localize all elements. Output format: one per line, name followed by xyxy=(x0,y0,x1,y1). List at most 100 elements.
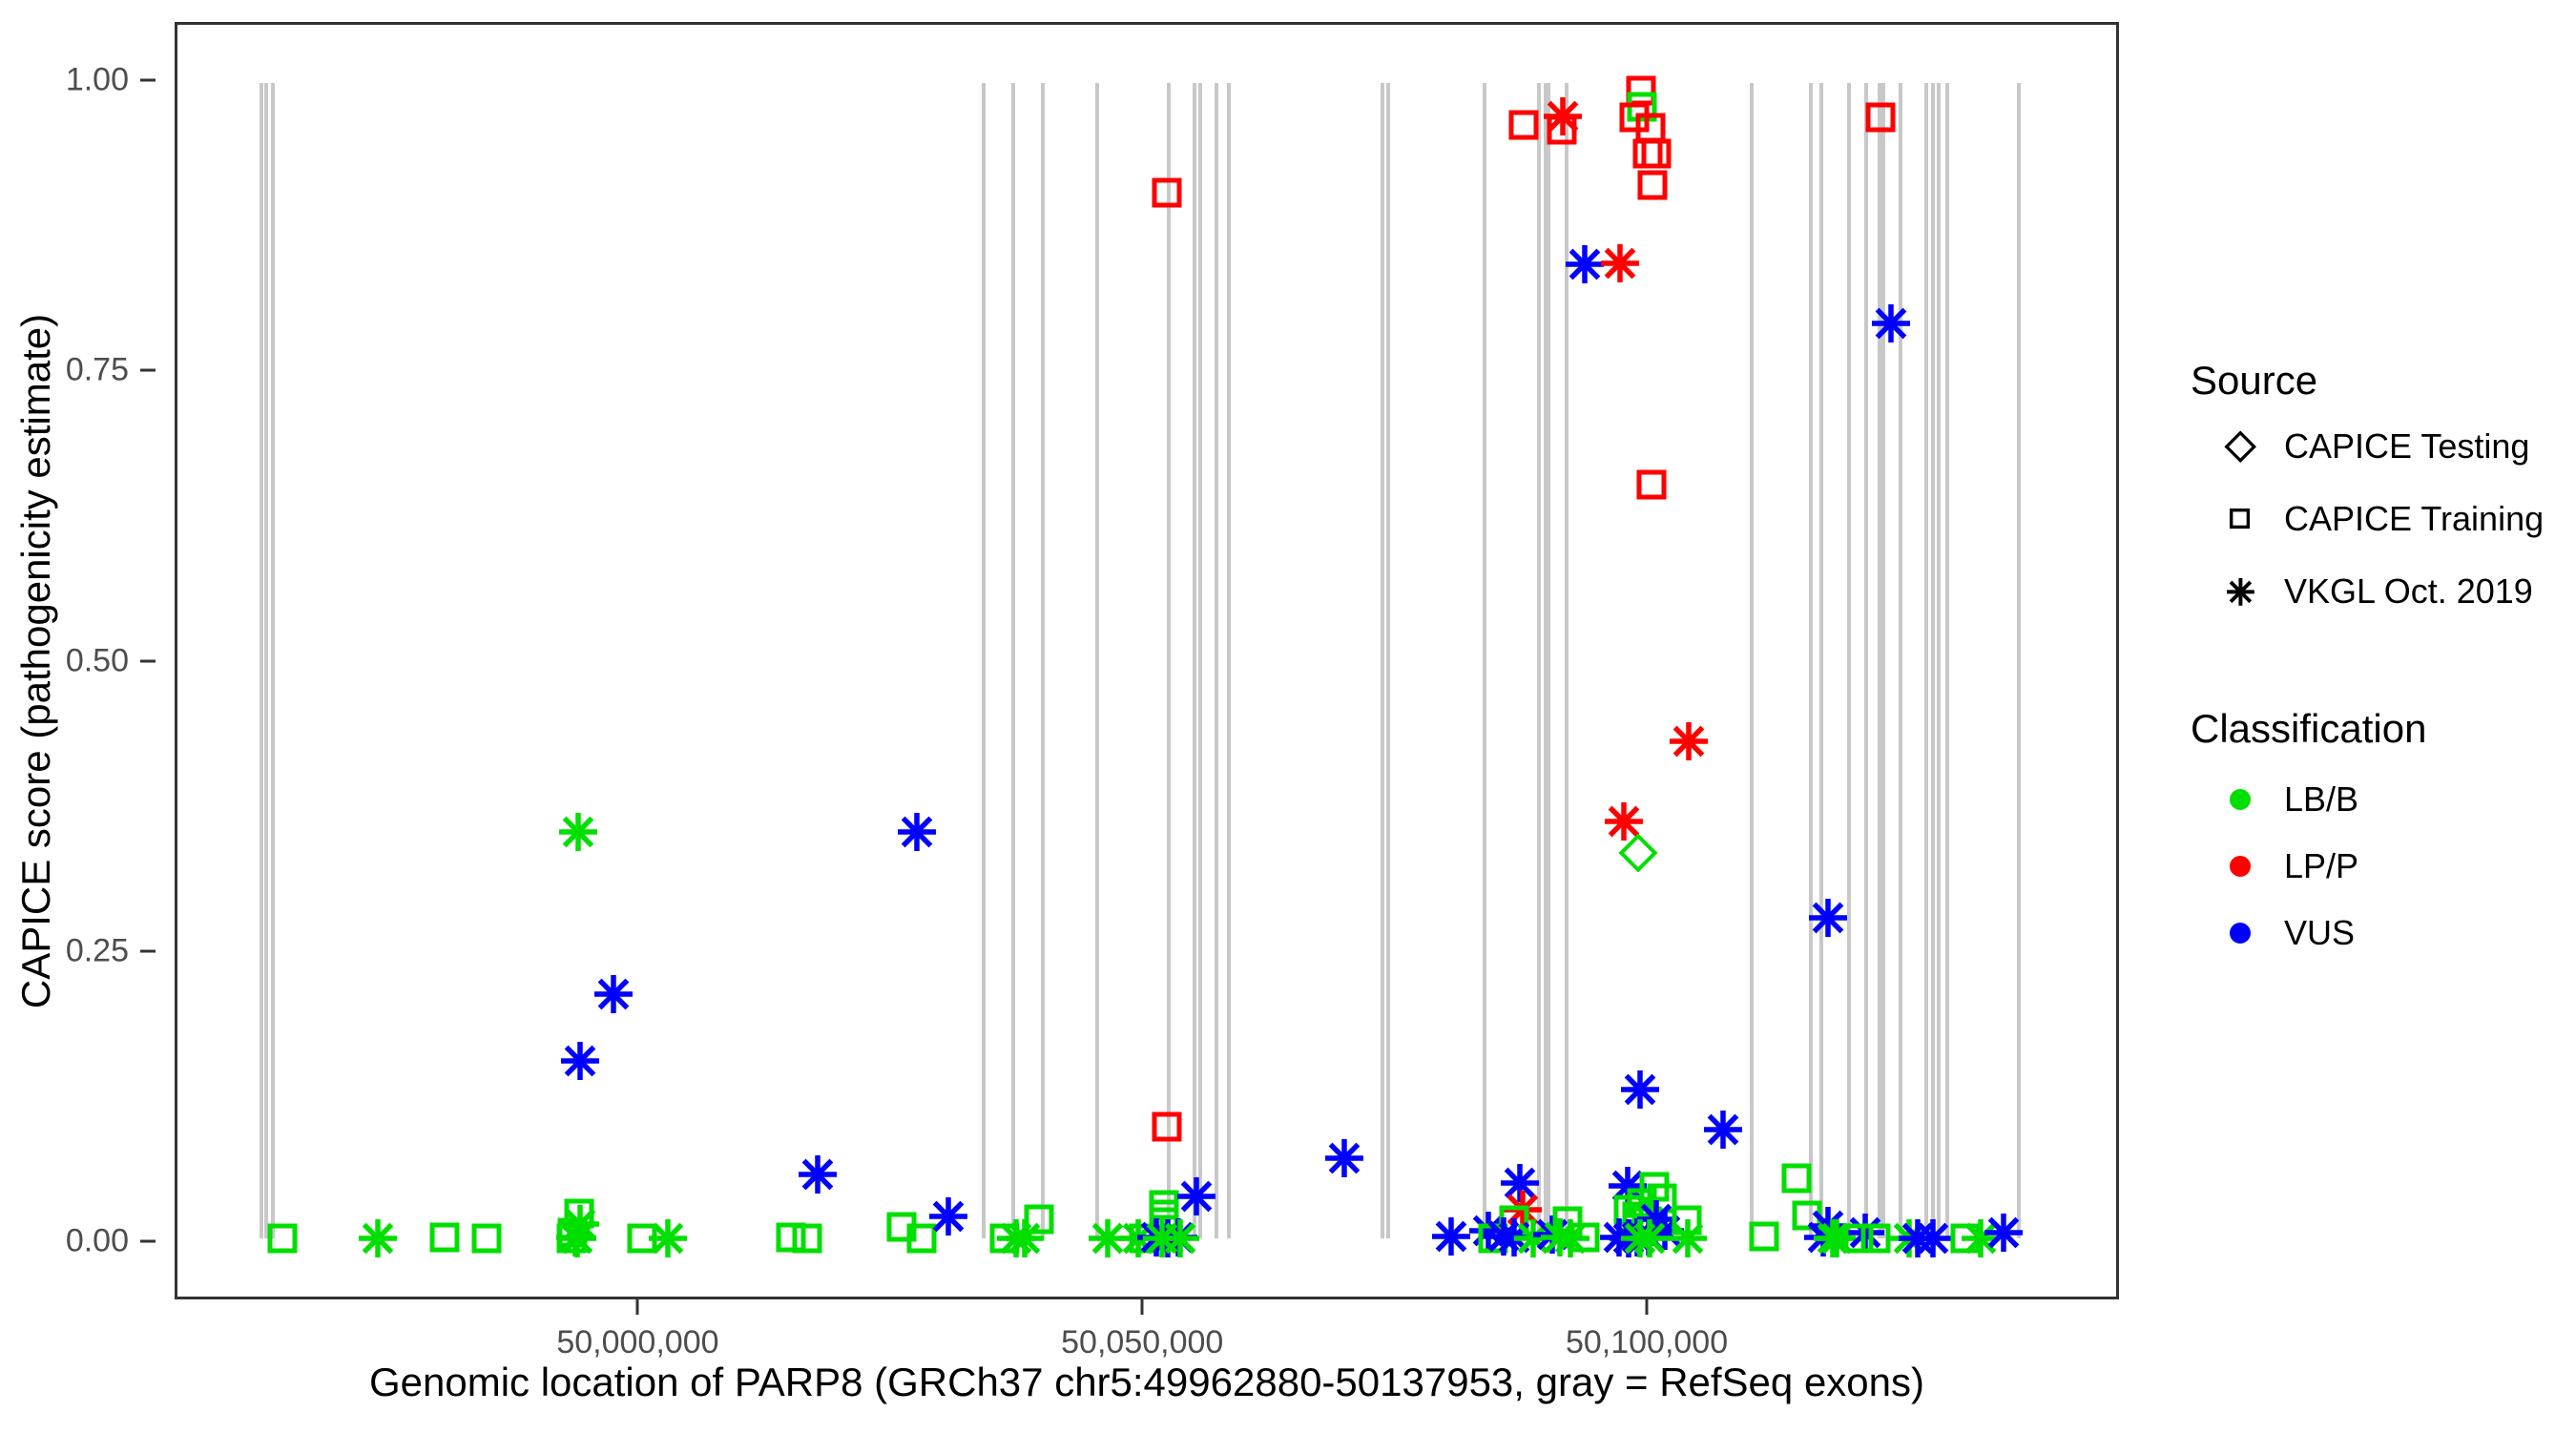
training-square-point xyxy=(1635,469,1667,501)
vkgl-asterisk-point xyxy=(559,1040,601,1082)
vkgl-asterisk-point xyxy=(1499,1162,1541,1204)
y-tick-mark xyxy=(140,949,156,953)
vkgl-asterisk-point xyxy=(797,1153,839,1195)
vkgl-asterisk-point xyxy=(1629,1217,1671,1259)
legend-item-lb-b: LB/B xyxy=(2210,771,2358,828)
training-square-point xyxy=(556,1223,588,1255)
legend-item-label: CAPICE Training xyxy=(2284,499,2545,538)
square-outline-icon xyxy=(2210,508,2271,530)
refseq-exon-line xyxy=(1198,82,1203,1239)
vkgl-asterisk-point xyxy=(1702,1109,1744,1151)
vkgl-asterisk-point xyxy=(896,811,938,853)
refseq-exon-line xyxy=(1944,82,1949,1239)
y-tick-label: 0.75 xyxy=(65,351,129,388)
x-axis-ticks: 50,000,000 50,050,000 50,100,000 xyxy=(175,1299,2119,1433)
asterisk-icon xyxy=(2210,576,2271,608)
refseq-exon-line xyxy=(1482,82,1486,1239)
refseq-exon-line xyxy=(1011,82,1016,1239)
legend-item-label: LP/P xyxy=(2284,846,2359,885)
vkgl-asterisk-point xyxy=(1807,897,1849,939)
training-square-point xyxy=(776,1222,807,1254)
vkgl-asterisk-point xyxy=(1430,1215,1472,1257)
diamond-outline-icon xyxy=(2210,430,2271,463)
training-square-point xyxy=(1859,1223,1891,1255)
refseq-exon-line xyxy=(1565,82,1569,1239)
refseq-exon-line xyxy=(259,82,263,1239)
y-tick-label: 0.50 xyxy=(65,642,129,678)
refseq-exon-line xyxy=(271,82,276,1239)
legend-classification-title: Classification xyxy=(2191,706,2427,751)
vkgl-asterisk-point xyxy=(1549,1217,1591,1259)
x-tick-label: 50,050,000 xyxy=(1061,1324,1224,1360)
training-square-point xyxy=(1641,137,1672,169)
refseq-exon-line xyxy=(1040,82,1045,1239)
refseq-exon-line xyxy=(981,82,986,1239)
x-tick-mark xyxy=(635,1299,639,1315)
vkgl-asterisk-point xyxy=(1619,1069,1661,1111)
refseq-exon-line xyxy=(1381,82,1385,1239)
dot-icon xyxy=(2210,787,2271,812)
legend-item-label: VUS xyxy=(2284,913,2356,952)
x-tick-label: 50,000,000 xyxy=(556,1324,719,1360)
x-tick-label: 50,100,000 xyxy=(1565,1324,1729,1360)
vkgl-asterisk-point xyxy=(1004,1217,1046,1259)
x-axis-title: Genomic location of PARP8 (GRCh37 chr5:4… xyxy=(368,1360,1925,1404)
refseq-exon-line xyxy=(2016,82,2021,1239)
refseq-exon-line xyxy=(1750,82,1755,1239)
training-square-point xyxy=(1507,110,1539,141)
training-square-point xyxy=(792,1223,823,1255)
x-tick-mark xyxy=(1645,1299,1649,1315)
vkgl-asterisk-point xyxy=(927,1195,969,1237)
training-square-point xyxy=(470,1223,502,1255)
refseq-exon-line xyxy=(1547,82,1551,1239)
legend-item-lp-p: LP/P xyxy=(2210,838,2358,895)
legend-item-capice-testing: CAPICE Testing xyxy=(2210,418,2529,475)
refseq-exon-line xyxy=(1166,82,1171,1239)
refseq-exon-line xyxy=(1881,82,1886,1239)
training-square-point xyxy=(906,1223,938,1255)
legend: Source CAPICE Testing CAPICE Training VKGL… xyxy=(2175,0,2576,1431)
legend-item-label: CAPICE Testing xyxy=(2284,426,2530,466)
vkgl-asterisk-point xyxy=(1599,242,1641,284)
vkgl-asterisk-point xyxy=(1603,800,1645,842)
refseq-exon-line xyxy=(1937,82,1942,1239)
vkgl-asterisk-point xyxy=(1175,1175,1217,1217)
training-square-point xyxy=(1151,177,1182,208)
legend-item-capice-training: CAPICE Training xyxy=(2210,490,2544,548)
legend-source-title: Source xyxy=(2191,358,2318,403)
y-tick-label: 0.00 xyxy=(65,1222,129,1259)
refseq-exon-line xyxy=(1094,82,1099,1239)
refseq-exon-line xyxy=(1931,82,1936,1239)
refseq-exon-line xyxy=(1536,82,1541,1239)
vkgl-asterisk-point xyxy=(1960,1217,2002,1259)
refseq-exon-line xyxy=(263,82,268,1239)
y-tick-mark xyxy=(140,78,156,82)
refseq-exon-line xyxy=(1878,82,1882,1239)
vkgl-asterisk-point xyxy=(1564,243,1606,285)
training-square-point xyxy=(1023,1203,1054,1235)
training-square-point xyxy=(1636,170,1668,201)
y-axis-ticks: 0.00 0.25 0.50 0.75 1.00 xyxy=(0,22,175,1299)
legend-item-vkgl-oct-2019: VKGL Oct. 2019 xyxy=(2210,563,2533,620)
refseq-exon-line xyxy=(1226,82,1231,1239)
vkgl-asterisk-point xyxy=(557,811,599,853)
y-tick-mark xyxy=(140,1239,156,1243)
legend-item-vus: VUS xyxy=(2210,904,2355,962)
training-square-point xyxy=(1748,1220,1779,1252)
dot-icon xyxy=(2210,921,2271,945)
vkgl-asterisk-point xyxy=(647,1217,689,1259)
training-square-point xyxy=(1843,1223,1875,1255)
refseq-exon-line xyxy=(1819,82,1824,1239)
y-tick-label: 1.00 xyxy=(65,61,129,98)
y-tick-label: 0.25 xyxy=(65,932,129,969)
refseq-exon-line xyxy=(1385,82,1390,1239)
refseq-exon-line xyxy=(1544,82,1548,1239)
vkgl-asterisk-point xyxy=(1912,1217,1954,1259)
training-square-point xyxy=(429,1222,461,1254)
training-square-point xyxy=(1546,114,1577,146)
refseq-exon-line xyxy=(1846,82,1851,1239)
vkgl-asterisk-point xyxy=(1512,1217,1554,1259)
testing-diamond-point xyxy=(1618,833,1658,873)
legend-item-label: VKGL Oct. 2019 xyxy=(2284,571,2533,611)
